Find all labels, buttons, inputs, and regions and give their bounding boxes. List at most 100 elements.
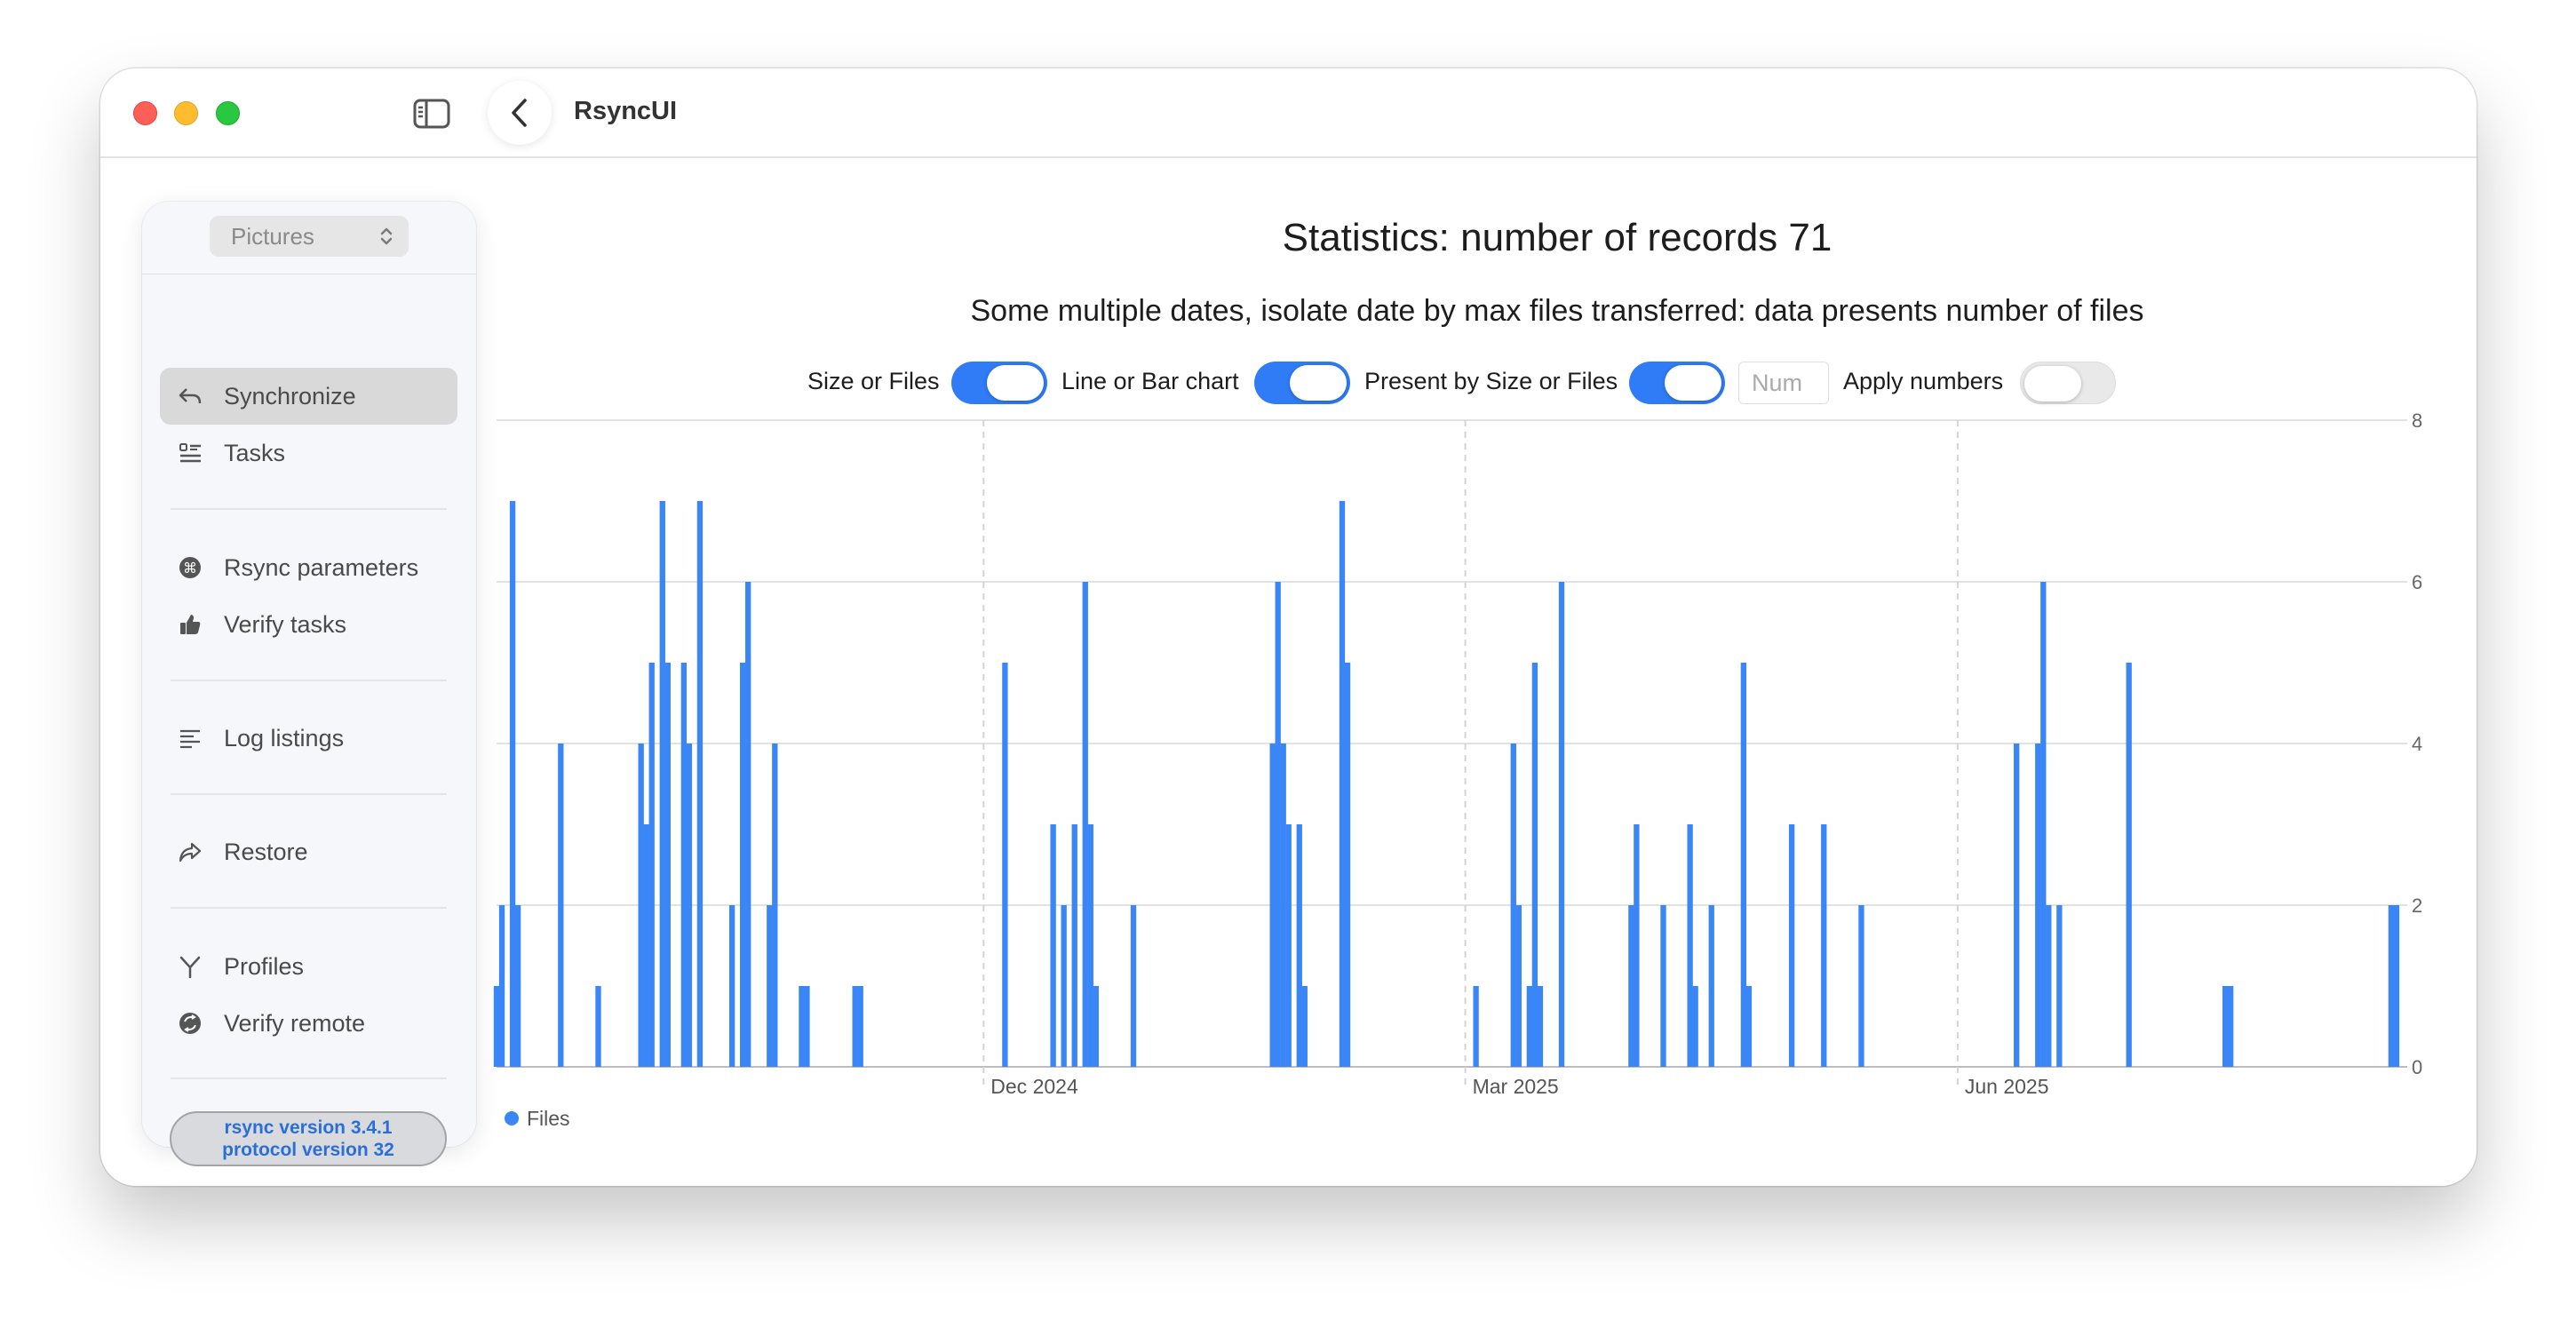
sidebar-item-verify-tasks[interactable]: Verify tasks: [160, 596, 457, 653]
sidebar-item-rsync-parameters[interactable]: ⌘ Rsync parameters: [160, 539, 457, 596]
chart-bar: [2035, 743, 2041, 1067]
y-tick-label: 6: [2412, 571, 2422, 593]
line-or-bar-toggle[interactable]: [1254, 362, 1350, 404]
sidebar: Pictures Synchronize Tasks: [142, 202, 476, 1166]
chart-bar: [1515, 905, 1522, 1067]
app-title: RsyncUI: [574, 97, 678, 125]
title-bar: RsyncUI: [100, 68, 2477, 158]
chart-bar: [686, 743, 693, 1067]
chart-bar: [2126, 663, 2132, 1067]
rsync-version-text: rsync version 3.4.1: [224, 1117, 393, 1138]
present-by-toggle[interactable]: [1629, 362, 1725, 404]
num-input[interactable]: Num: [1738, 362, 1829, 404]
sidebar-item-restore[interactable]: Restore: [160, 823, 457, 880]
chart-bar: [2056, 905, 2063, 1067]
chart-bars: [493, 501, 2400, 1067]
chart-bar: [1692, 986, 1698, 1067]
minimize-window-button[interactable]: [174, 101, 198, 125]
size-or-files-label: Size or Files: [807, 368, 940, 394]
legend-label: Files: [527, 1107, 570, 1130]
chart-bar: [1634, 824, 1640, 1067]
sidebar-item-label: Restore: [224, 838, 308, 865]
sidebar-divider: [171, 793, 447, 795]
chart-bar: [767, 905, 773, 1067]
sync-arrow-icon: [179, 388, 202, 404]
chart-bar: [799, 986, 805, 1067]
sidebar-item-log-listings[interactable]: Log listings: [160, 710, 457, 767]
chart-bar: [643, 824, 649, 1067]
sidebar-item-verify-remote[interactable]: Verify remote: [160, 995, 457, 1052]
sidebar-item-label: Verify tasks: [224, 610, 347, 638]
sidebar-item-label: Rsync parameters: [224, 553, 419, 581]
chart-bar: [745, 582, 751, 1067]
profile-select[interactable]: Pictures: [210, 216, 409, 257]
chart-bar: [1531, 663, 1538, 1067]
chart-bar: [1526, 986, 1533, 1067]
chart-bar: [638, 743, 644, 1067]
chart-bar: [1858, 905, 1864, 1067]
svg-text:⌘: ⌘: [183, 561, 197, 577]
branch-icon: [179, 956, 201, 979]
checklist-icon: [179, 443, 201, 463]
command-icon: ⌘: [179, 557, 201, 578]
chart-bar: [2228, 986, 2234, 1067]
chart-bar: [595, 986, 601, 1067]
chart-axis-labels: 0 2 4 6 8 Dec 2024 Mar 2025 Jun 2025: [990, 410, 2422, 1098]
chart-bar: [498, 905, 505, 1067]
size-or-files-toggle[interactable]: [951, 362, 1047, 404]
chart-bar: [1628, 905, 1634, 1067]
chart-bar: [2046, 905, 2052, 1067]
sidebar-divider: [171, 1077, 447, 1079]
chart-bar: [1071, 824, 1077, 1067]
sidebar-toggle-icon[interactable]: [413, 99, 450, 129]
chevron-left-icon: [512, 99, 527, 127]
sidebar-divider: [171, 680, 447, 681]
chart-bar: [1660, 905, 1666, 1067]
apply-numbers-label: Apply numbers: [1843, 368, 2004, 394]
chart-bar: [1296, 824, 1302, 1067]
sidebar-item-label: Synchronize: [224, 382, 356, 410]
files-bar-chart: 0 2 4 6 8 Dec 2024 Mar 2025 Jun 2025 Files: [493, 410, 2422, 1130]
chart-bar: [1745, 986, 1753, 1067]
chart-bar: [1269, 743, 1276, 1067]
sidebar-divider: [171, 508, 447, 510]
close-window-button[interactable]: [133, 101, 157, 125]
chart-bar: [1082, 582, 1088, 1067]
chart-bar: [1821, 824, 1827, 1067]
chart-bar: [1130, 905, 1137, 1067]
chart-bar: [1285, 824, 1292, 1067]
profile-select-value: Pictures: [231, 222, 314, 250]
line-or-bar-label: Line or Bar chart: [1061, 368, 1239, 394]
sidebar-item-synchronize[interactable]: Synchronize: [160, 368, 457, 425]
x-tick-label: Mar 2025: [1473, 1075, 1559, 1098]
y-tick-label: 2: [2412, 895, 2422, 917]
x-tick-label: Dec 2024: [990, 1075, 1078, 1098]
chart-bar: [804, 986, 810, 1067]
chart-bar: [1275, 582, 1281, 1067]
sidebar-divider: [171, 907, 447, 909]
chart-bar: [852, 986, 858, 1067]
chart-bar: [2388, 905, 2395, 1067]
apply-numbers-toggle[interactable]: [2020, 362, 2116, 404]
list-lines-icon: [180, 729, 200, 749]
chart-bar: [1473, 986, 1479, 1067]
chart-bar: [1280, 743, 1286, 1067]
statistics-title: Statistics: number of records 71: [1282, 216, 1833, 259]
back-button[interactable]: [488, 81, 552, 145]
x-tick-label: Jun 2025: [1965, 1075, 2049, 1098]
chart-bar: [1708, 905, 1714, 1067]
chart-legend: Files: [505, 1107, 570, 1130]
zoom-window-button[interactable]: [216, 101, 240, 125]
sidebar-item-label: Profiles: [224, 952, 305, 980]
y-tick-label: 8: [2412, 410, 2422, 432]
chart-bar: [1339, 501, 1346, 1067]
sidebar-item-label: Log listings: [224, 724, 345, 751]
sidebar-item-tasks[interactable]: Tasks: [160, 425, 457, 481]
sidebar-item-profiles[interactable]: Profiles: [160, 938, 457, 995]
chart-bar: [1510, 743, 1516, 1067]
chart-bar: [509, 501, 516, 1067]
chart-bar: [739, 663, 746, 1067]
chart-bar: [659, 501, 665, 1067]
sidebar-item-label: Verify remote: [224, 1009, 366, 1037]
rsync-version-badge[interactable]: rsync version 3.4.1 protocol version 32: [170, 1111, 447, 1166]
